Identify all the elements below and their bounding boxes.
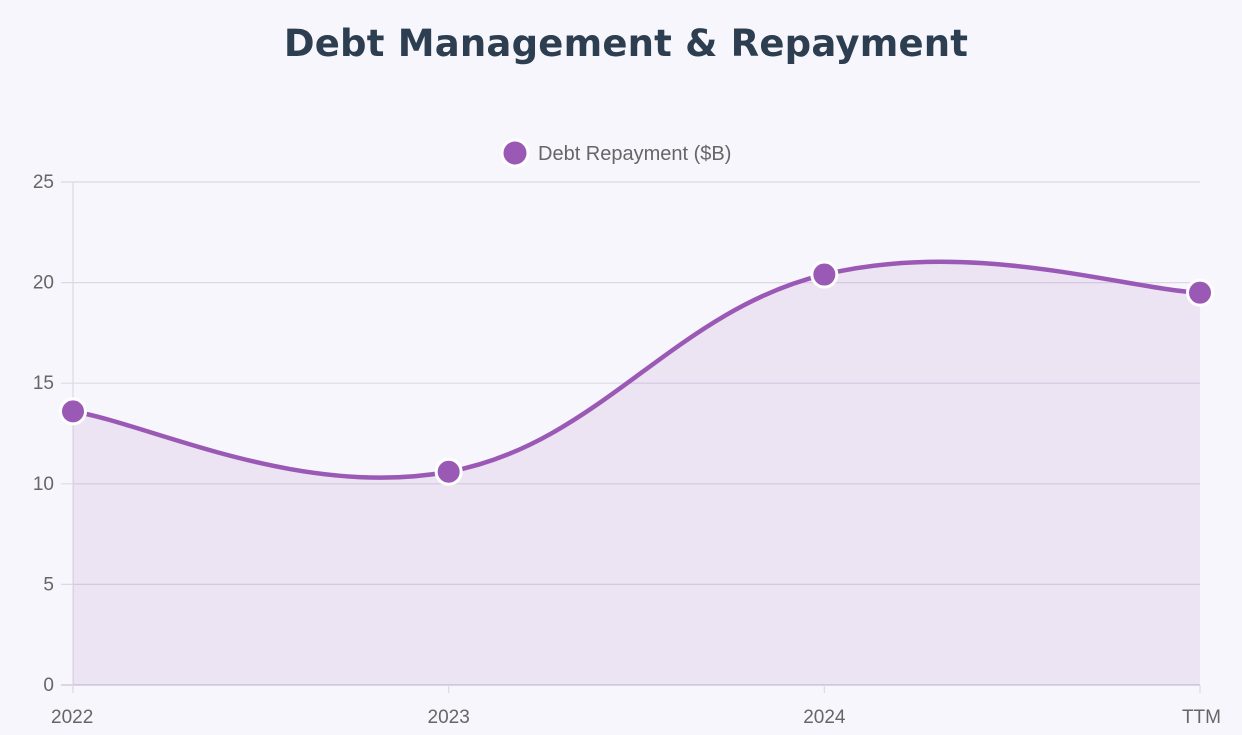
x-tick-label: 2024 (803, 707, 846, 728)
data-point[interactable] (1186, 278, 1214, 307)
y-tick-label: 10 (33, 474, 54, 495)
series-line-path (70, 259, 1203, 480)
legend[interactable]: Debt Repayment ($B) (500, 138, 731, 168)
x-axis-ticks: 2022 2023 2024 TTM (51, 685, 1221, 728)
data-point[interactable] (810, 260, 839, 289)
legend-label: Debt Repayment ($B) (538, 143, 731, 165)
data-point[interactable] (434, 457, 463, 486)
y-tick-label: 15 (33, 373, 54, 394)
legend-marker (500, 138, 530, 168)
x-tick-label: 2022 (51, 707, 93, 728)
data-point[interactable] (59, 397, 87, 426)
y-tick-label: 25 (33, 172, 54, 193)
data-points (59, 260, 1214, 486)
series-line (70, 259, 1203, 480)
series-area (73, 261, 1200, 685)
area-fill (73, 261, 1200, 685)
chart-title: Debt Management & Repayment (283, 22, 969, 65)
x-tick-label: TTM (1182, 707, 1221, 728)
y-tick-label: 0 (43, 675, 54, 696)
x-tick-label: 2023 (428, 707, 470, 728)
y-tick-label: 5 (43, 574, 54, 595)
y-axis-ticks: 0 5 10 15 20 25 (33, 172, 54, 696)
y-tick-label: 20 (33, 273, 54, 294)
